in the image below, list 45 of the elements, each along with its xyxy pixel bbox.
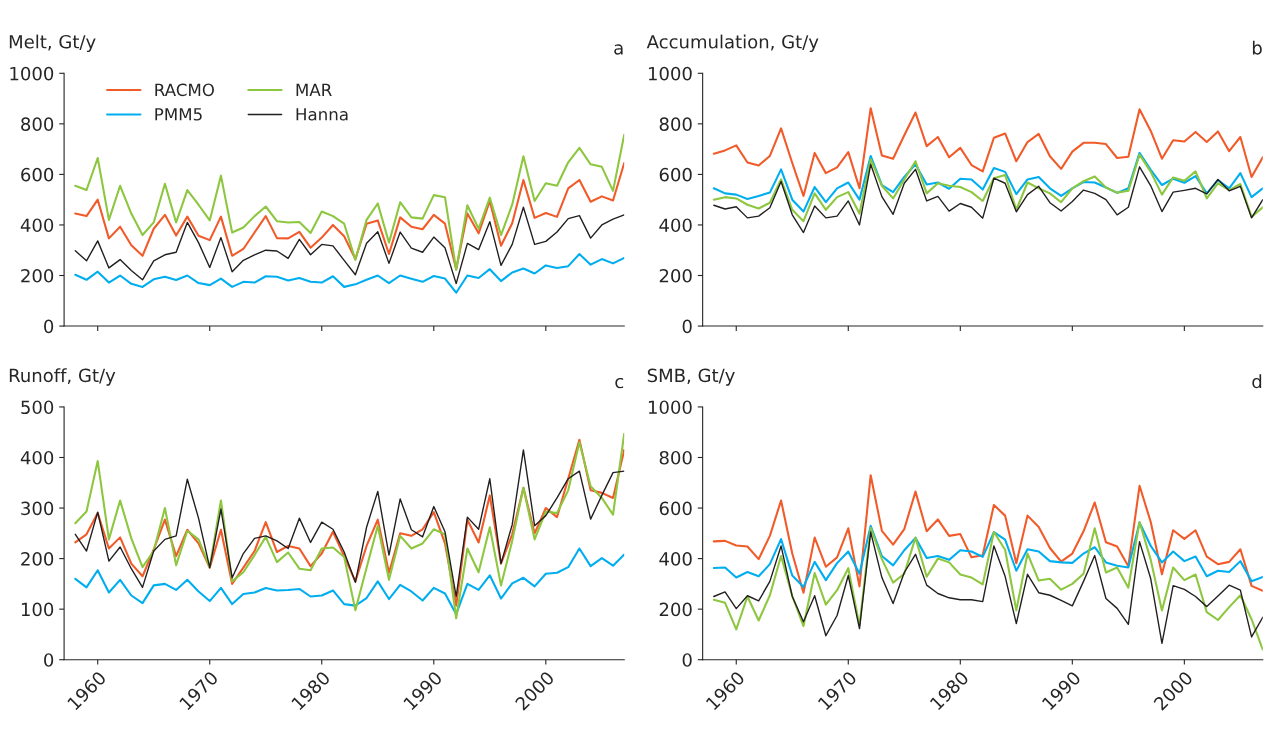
- y-tick-label: 500: [21, 400, 54, 415]
- y-tick-label: 600: [21, 167, 54, 182]
- y-tick-label: 600: [659, 167, 692, 182]
- y-tick-label: 0: [44, 319, 54, 334]
- y-tick-label: 400: [20, 450, 54, 465]
- line-series: [74, 252, 625, 294]
- y-tick-label: 1000: [10, 66, 54, 81]
- line-series: [713, 163, 1263, 234]
- y-tick-label: 100: [21, 602, 54, 617]
- line-series: [712, 474, 1263, 594]
- y-tick-label: 200: [659, 602, 692, 617]
- y-tick-label: 0: [44, 653, 54, 667]
- y-tick-label: 800: [21, 117, 54, 131]
- chart-title: Melt, Gt/y: [9, 34, 96, 53]
- chart-title: Accumulation, Gt/y: [646, 34, 819, 53]
- text: d: [1252, 374, 1262, 389]
- y-tick-label: 0: [682, 319, 692, 334]
- y-tick-label: 0: [682, 653, 692, 667]
- y-tick-label: 400: [659, 552, 692, 566]
- y-tick-label: 1000: [648, 400, 692, 415]
- legend-label: RACMO: [155, 83, 214, 97]
- chart-title: Runoff, Gt/y: [9, 368, 116, 386]
- y-tick-label: 400: [20, 218, 54, 233]
- y-tick-label: 800: [659, 117, 692, 131]
- y-tick-label: 400: [659, 218, 692, 233]
- text: b: [1252, 40, 1262, 55]
- legend-label: Hanna: [296, 108, 348, 121]
- chart-title: SMB, Gt/y: [647, 368, 735, 386]
- legend-label: MAR: [296, 83, 332, 96]
- y-tick-label: 800: [659, 450, 692, 465]
- y-tick-label: 1000: [648, 66, 692, 81]
- line-series: [74, 206, 625, 285]
- legend-label: PMM5: [155, 108, 202, 121]
- line-series: [712, 521, 1263, 588]
- line-series: [712, 107, 1263, 197]
- y-tick-label: 200: [21, 268, 54, 283]
- y-tick-label: 200: [21, 552, 54, 566]
- text: c: [615, 377, 624, 389]
- line-series: [712, 153, 1263, 223]
- line-series: [74, 133, 625, 271]
- y-tick-label: 200: [659, 268, 692, 283]
- y-tick-label: 600: [659, 501, 692, 516]
- line-series: [712, 151, 1263, 213]
- text: a: [614, 44, 623, 55]
- y-tick-label: 300: [21, 501, 54, 516]
